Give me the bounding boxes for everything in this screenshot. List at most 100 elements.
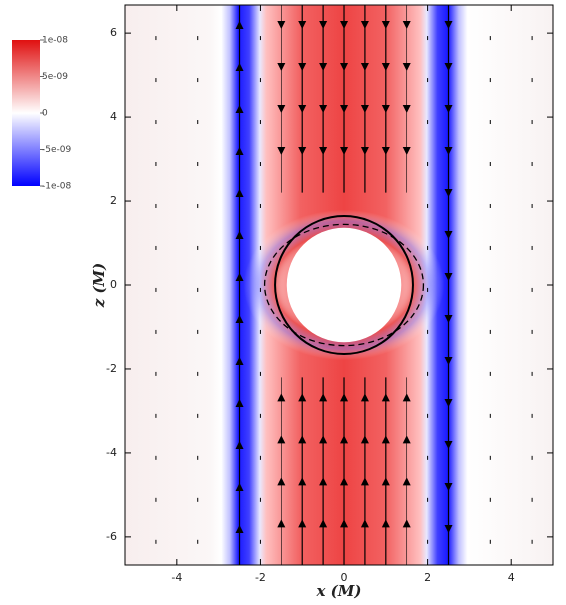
y-tick-label: 4	[110, 110, 117, 123]
arrow-head	[235, 147, 244, 155]
arrow-head	[402, 393, 411, 402]
arrow-head	[381, 519, 390, 528]
arrow-head	[444, 399, 453, 407]
arrow-head	[340, 435, 349, 444]
y-tick-label: -6	[106, 530, 117, 543]
arrow-head	[381, 435, 390, 444]
arrow-head	[360, 393, 369, 402]
arrow-head	[235, 315, 244, 323]
arrow-head	[402, 63, 411, 71]
arrow-head	[444, 357, 453, 365]
arrow-head	[381, 393, 390, 402]
arrow-head	[277, 63, 286, 71]
arrow-head	[381, 105, 390, 113]
arrow-head	[381, 477, 390, 486]
arrow-head	[381, 63, 390, 71]
arrow-head	[444, 441, 453, 449]
arrow-head	[235, 441, 244, 449]
arrow-head	[235, 21, 244, 29]
colorbar-label: -1e-08	[42, 182, 71, 192]
arrow-head	[444, 273, 453, 281]
arrow-head	[402, 477, 411, 486]
arrow-head	[277, 477, 286, 486]
colorbar-label: 5e-09	[42, 72, 68, 82]
arrow-head	[360, 105, 369, 113]
arrow-head	[360, 21, 369, 29]
horizon	[274, 215, 414, 355]
arrow-head	[235, 63, 244, 71]
arrow-head	[319, 105, 328, 113]
dashed-horizon	[263, 223, 425, 347]
arrow-head	[298, 435, 307, 444]
arrow-head	[444, 483, 453, 491]
arrow-head	[402, 519, 411, 528]
arrow-head	[340, 63, 349, 71]
y-tick-label: 0	[110, 278, 117, 291]
arrow-head	[277, 435, 286, 444]
colorbar	[12, 40, 40, 186]
arrow-head	[319, 147, 328, 155]
y-tick-label: 6	[110, 26, 117, 39]
arrow-head	[235, 189, 244, 197]
x-tick-label: -2	[255, 571, 266, 584]
arrow-head	[381, 21, 390, 29]
arrow-head	[340, 393, 349, 402]
arrow-head	[319, 21, 328, 29]
arrow-head	[444, 105, 453, 113]
arrow-head	[235, 105, 244, 113]
arrow-head	[277, 147, 286, 155]
arrow-head	[340, 519, 349, 528]
arrow-head	[319, 519, 328, 528]
arrow-head	[340, 477, 349, 486]
arrow-head	[277, 393, 286, 402]
arrow-head	[340, 21, 349, 29]
colorbar-label: 0	[42, 109, 48, 119]
colorbar-label: -5e-09	[42, 145, 71, 155]
arrow-head	[298, 519, 307, 528]
arrow-head	[444, 231, 453, 239]
y-tick-label: 2	[110, 194, 117, 207]
arrow-head	[298, 21, 307, 29]
x-tick-label: 4	[508, 571, 515, 584]
arrow-head	[319, 435, 328, 444]
arrow-head	[444, 525, 453, 533]
arrow-head	[298, 105, 307, 113]
arrow-head	[235, 525, 244, 533]
arrow-head	[235, 273, 244, 281]
x-tick-label: -4	[171, 571, 182, 584]
arrow-head	[298, 393, 307, 402]
arrow-head	[444, 147, 453, 155]
arrow-head	[402, 435, 411, 444]
y-tick-label: -2	[106, 362, 117, 375]
excised-region	[286, 227, 402, 343]
arrow-head	[298, 147, 307, 155]
arrow-head	[298, 63, 307, 71]
arrow-head	[360, 435, 369, 444]
arrow-head	[298, 477, 307, 486]
x-tick-label: 2	[424, 571, 431, 584]
x-axis-label: x (M)	[316, 582, 362, 600]
arrow-head	[277, 21, 286, 29]
arrow-head	[381, 147, 390, 155]
arrow-head	[277, 105, 286, 113]
plot-area	[125, 5, 553, 565]
arrow-head	[319, 393, 328, 402]
y-axis-label: z (M)	[90, 263, 108, 309]
arrow-head	[444, 21, 453, 29]
arrow-head	[444, 315, 453, 323]
colorbar-label: 1e-08	[42, 36, 68, 46]
arrow-head	[402, 147, 411, 155]
arrow-head	[235, 483, 244, 491]
arrow-head	[277, 519, 286, 528]
arrow-head	[360, 63, 369, 71]
arrow-head	[444, 63, 453, 71]
arrow-head	[402, 105, 411, 113]
arrow-head	[235, 399, 244, 407]
arrow-head	[360, 519, 369, 528]
arrow-head	[402, 21, 411, 29]
arrow-head	[360, 477, 369, 486]
y-tick-label: -4	[106, 446, 117, 459]
arrow-head	[235, 357, 244, 365]
arrow-head	[444, 189, 453, 197]
